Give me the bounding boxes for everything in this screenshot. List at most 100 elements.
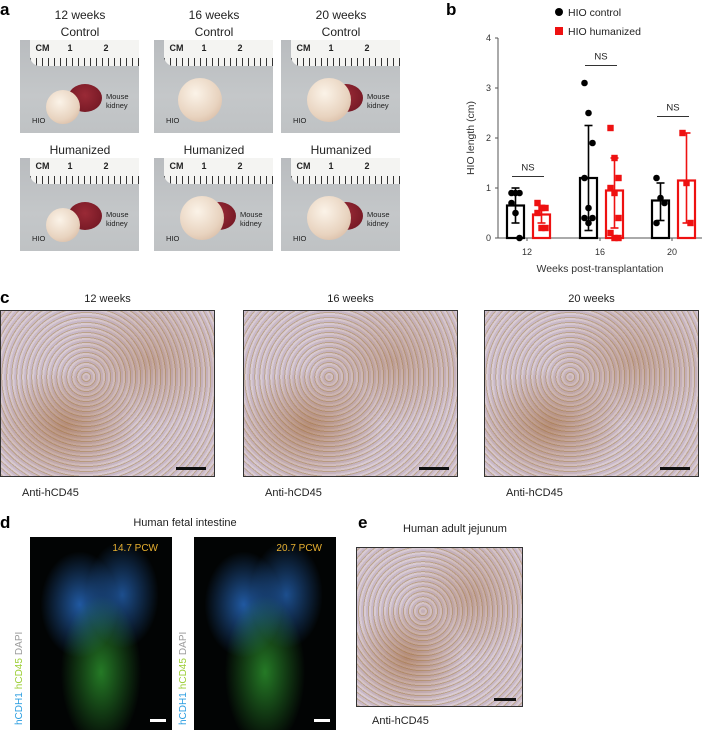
panel-a-label: a: [0, 0, 10, 19]
ihc-time-title: 20 weeks: [568, 293, 615, 305]
data-point: [542, 224, 549, 232]
ruler-tick: 1: [201, 161, 207, 171]
data-point: [581, 214, 588, 222]
panel-d-label: d: [0, 513, 11, 532]
data-point: [585, 219, 592, 227]
stain-label: Anti-hCD45: [265, 487, 322, 499]
hio-organoid: [46, 90, 80, 124]
channel-legend: hCDH1 hCD45 DAPI: [178, 629, 189, 725]
data-point: [661, 199, 668, 207]
data-point: [615, 174, 622, 182]
scale-bar: [314, 719, 330, 722]
panel-e-title: Human adult jejunum: [403, 523, 507, 535]
humanized-label: Humanized: [310, 143, 372, 157]
hio-organoid: [46, 208, 80, 242]
x-tick-label: 16: [595, 247, 605, 257]
y-tick-label: 3: [486, 83, 491, 93]
y-tick-label: 2: [486, 133, 491, 143]
organoid-photo: CM 1 2 HIO: [154, 40, 273, 133]
data-point: [534, 199, 541, 207]
significance-label: NS: [594, 52, 607, 63]
hio-label: HIO: [32, 116, 46, 125]
ruler-tick: 1: [328, 161, 334, 171]
data-point: [611, 154, 618, 162]
control-label: Control: [194, 25, 234, 39]
x-axis-title: Weeks post-transplantation: [536, 263, 663, 275]
legend-marker: [555, 27, 563, 35]
control-label: Control: [321, 25, 361, 39]
organoid-photo: CM 1 2 HIO Mouse kidney: [281, 158, 400, 251]
organoid-photo: CM 1 2 HIO Mouse kidney: [281, 40, 400, 133]
ruler-tick: 2: [364, 161, 370, 171]
y-axis-title: HIO length (cm): [465, 101, 477, 175]
ruler: CM 1 2: [290, 40, 400, 66]
ruler-tick: 2: [103, 161, 109, 171]
kidney-label: Mouse kidney: [106, 92, 129, 110]
data-point: [538, 204, 545, 212]
hio-organoid: [307, 78, 351, 122]
control-label: Control: [60, 25, 100, 39]
x-tick-label: 20: [667, 247, 677, 257]
ruler-unit: CM: [169, 161, 184, 171]
channel-label: hCD45: [178, 658, 189, 690]
data-point: [508, 199, 515, 207]
data-point: [589, 139, 596, 147]
ruler-unit: CM: [35, 43, 50, 53]
ruler-unit: CM: [169, 43, 184, 53]
data-point: [542, 204, 549, 212]
data-point: [611, 189, 618, 197]
ruler-tick: 2: [237, 43, 243, 53]
ruler-tick: 1: [201, 43, 207, 53]
panel-d-title: Human fetal intestine: [133, 517, 237, 529]
stain-label: Anti-hCD45: [22, 487, 79, 499]
channel-label: hCD45: [14, 658, 25, 690]
hio-ihc-image: [484, 310, 699, 477]
legend-marker: [555, 8, 563, 16]
legend-label: HIO humanized: [568, 26, 641, 38]
data-point: [607, 124, 614, 132]
data-point: [538, 224, 545, 232]
data-point: [607, 229, 614, 237]
ruler-tick: 2: [364, 43, 370, 53]
data-point: [657, 194, 664, 202]
hio-label: HIO: [293, 234, 307, 243]
ruler: CM 1 2: [29, 158, 139, 184]
panel-c-label: c: [0, 288, 10, 307]
kidney-label: Mouse kidney: [240, 210, 263, 228]
week-label: 12 weeks: [54, 8, 106, 22]
ruler-tick: 2: [103, 43, 109, 53]
data-point: [585, 109, 592, 117]
significance-label: NS: [521, 163, 534, 174]
channel-legend: hCDH1 hCD45 DAPI: [14, 629, 25, 725]
ruler-unit: CM: [35, 161, 50, 171]
data-point: [512, 209, 519, 217]
legend-label: HIO control: [568, 7, 621, 19]
hio-organoid: [180, 196, 224, 240]
week-label: 16 weeks: [188, 8, 240, 22]
data-point: [585, 204, 592, 212]
organoid-photo: CM 1 2 HIO Mouse kidney: [20, 158, 139, 251]
kidney-label: Mouse kidney: [367, 210, 390, 228]
hio-ihc-image: [243, 310, 458, 477]
ruler-tick: 1: [67, 43, 73, 53]
y-tick-label: 0: [486, 233, 491, 243]
kidney-label: Mouse kidney: [367, 92, 390, 110]
data-point: [615, 214, 622, 222]
hio-label: HIO: [166, 234, 180, 243]
humanized-label: Humanized: [183, 143, 245, 157]
data-point: [534, 209, 541, 217]
jejunum-ihc-image: [356, 547, 523, 707]
ruler-unit: CM: [296, 43, 311, 53]
ruler-unit: CM: [296, 161, 311, 171]
panel-b-label: b: [446, 0, 457, 19]
data-point: [679, 129, 686, 137]
scale-bar: [419, 467, 449, 470]
channel-label: DAPI: [14, 631, 25, 656]
ruler: CM 1 2: [163, 40, 273, 66]
hio-label: HIO: [32, 234, 46, 243]
ruler-tick: 2: [237, 161, 243, 171]
fluorescence-image: 20.7 PCW: [194, 537, 336, 730]
significance-label: NS: [666, 103, 679, 114]
y-tick-label: 1: [486, 183, 491, 193]
